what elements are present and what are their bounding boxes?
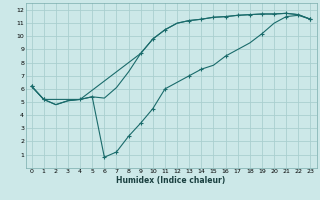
X-axis label: Humidex (Indice chaleur): Humidex (Indice chaleur) — [116, 176, 226, 185]
